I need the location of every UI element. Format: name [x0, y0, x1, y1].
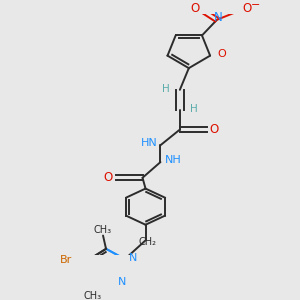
Text: O: O: [243, 2, 252, 15]
Text: NH: NH: [165, 155, 182, 165]
Text: N: N: [214, 11, 223, 24]
Text: O: O: [191, 2, 200, 15]
Text: H: H: [190, 104, 198, 114]
Text: H: H: [162, 84, 170, 94]
Text: CH₃: CH₃: [94, 225, 112, 235]
Text: O: O: [209, 123, 218, 136]
Text: N: N: [129, 253, 137, 263]
Text: N: N: [118, 277, 126, 287]
Text: Br: Br: [59, 255, 72, 265]
Text: O: O: [217, 50, 226, 59]
Text: HN: HN: [141, 138, 158, 148]
Text: CH₂: CH₂: [138, 237, 156, 247]
Text: O: O: [104, 171, 113, 184]
Text: CH₃: CH₃: [84, 291, 102, 300]
Text: −: −: [251, 0, 260, 10]
